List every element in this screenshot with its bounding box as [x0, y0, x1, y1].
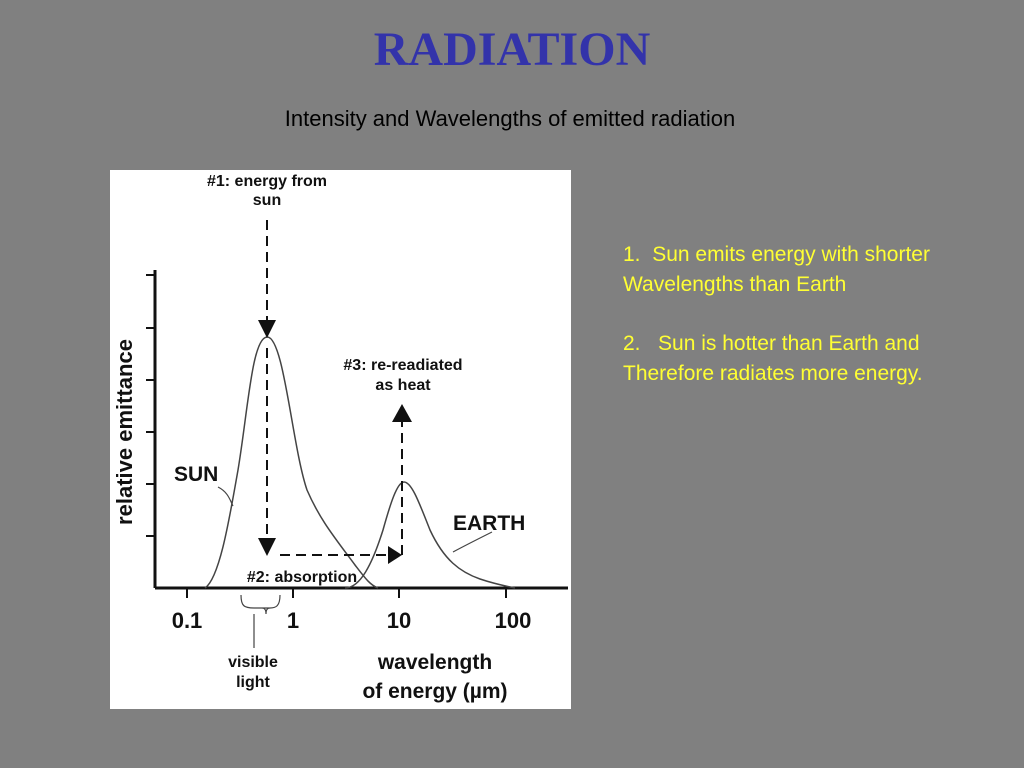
absorption-right-arrowhead [388, 546, 402, 564]
note-item: 1. Sun emits energy with shorter Wavelen… [623, 240, 1013, 300]
x-tick-label-0.1: 0.1 [172, 608, 203, 633]
x-tick-label-10: 10 [387, 608, 411, 633]
energy-from-sun-arrowhead [258, 320, 276, 338]
y-axis-ticks [146, 274, 155, 537]
note-text: Sun emits energy with shorter [652, 243, 930, 266]
slide-subtitle: Intensity and Wavelengths of emitted rad… [284, 106, 736, 131]
reradiation-arrowhead [392, 404, 412, 422]
sun-curve-label: SUN [174, 463, 218, 486]
earth-curve-label: EARTH [453, 512, 525, 535]
note-item: 2. Sun is hotter than Earth and Therefor… [623, 329, 1013, 389]
x-axis-ticks [186, 588, 507, 598]
earth-emission-curve [344, 481, 516, 589]
note-number: 2. [623, 332, 641, 355]
notes-list: 1. Sun emits energy with shorter Wavelen… [623, 240, 1013, 418]
sun-emission-curve [204, 336, 379, 589]
energy-from-sun-label: #1: energy from [207, 173, 327, 190]
visible-light-label: visible [228, 654, 278, 671]
energy-from-sun-label-2: sun [253, 192, 281, 209]
note-text: Sun is hotter than Earth and [658, 332, 920, 355]
y-axis-label: relative emittance [112, 339, 137, 525]
visible-light-bracket [240, 594, 271, 615]
slide-title: RADIATION [373, 23, 651, 76]
note-text-continued: Wavelengths than Earth [623, 273, 847, 296]
absorption-label: #2: absorption [247, 569, 357, 586]
radiation-diagram-svg: #1: energy from sun #3: re-readiated as … [112, 173, 568, 703]
reradiated-label-2: as heat [375, 377, 431, 394]
radiation-diagram: #1: energy from sun #3: re-readiated as … [110, 170, 571, 709]
x-axis-label: wavelength [377, 651, 492, 674]
x-tick-label-100: 100 [495, 608, 532, 633]
visible-light-bracket-right [269, 594, 281, 609]
note-number: 1. [623, 243, 641, 266]
note-text-continued: Therefore radiates more energy. [623, 362, 923, 385]
sun-label-leader [217, 486, 234, 507]
x-tick-label-1: 1 [287, 608, 299, 633]
absorption-down-arrowhead [258, 538, 276, 556]
x-axis-label-2: of energy (µm) [362, 680, 507, 703]
earth-label-leader [452, 531, 493, 553]
reradiated-label: #3: re-readiated [343, 357, 462, 374]
visible-light-label-2: light [236, 674, 270, 691]
